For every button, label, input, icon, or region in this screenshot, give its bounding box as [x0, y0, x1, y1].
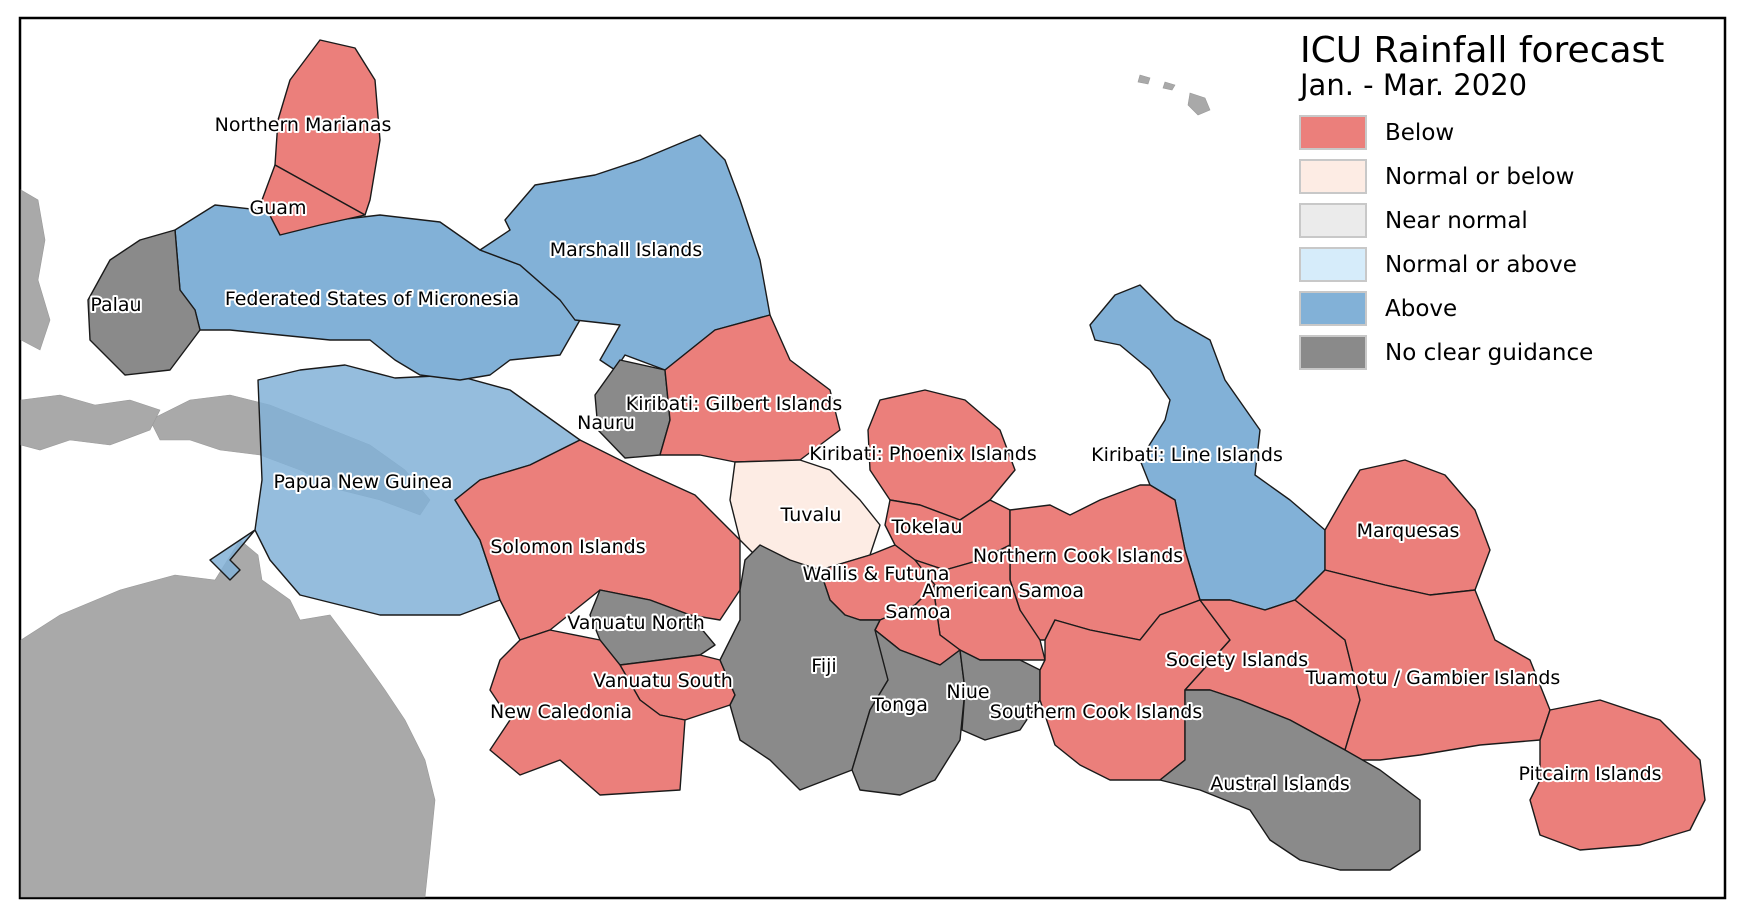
label-vanuatu-south: Vanuatu South	[593, 670, 733, 692]
label-austral-islands: Austral Islands	[1210, 773, 1350, 795]
legend-subtitle: Jan. - Mar. 2020	[1298, 68, 1527, 102]
label-palau: Palau	[90, 294, 141, 316]
label-fsm: Federated States of Micronesia	[225, 288, 519, 310]
label-marquesas: Marquesas	[1357, 520, 1460, 542]
philippines-islands	[20, 189, 51, 351]
legend-swatch-normal-or-above	[1299, 247, 1367, 282]
legend-item-normal-or-below: Normal or below	[1299, 159, 1574, 194]
region-fsm[interactable]	[174, 204, 581, 381]
label-wallis-futuna: Wallis & Futuna	[803, 563, 950, 585]
label-nauru: Nauru	[577, 412, 635, 434]
region-kiribati-gilbert[interactable]	[659, 314, 841, 463]
region-northern-marianas[interactable]	[274, 39, 381, 216]
legend-swatch-no-clear-guidance	[1299, 335, 1367, 370]
region-labels: Northern Marianas Guam Palau Federated S…	[88, 112, 1663, 797]
legend-item-below: Below	[1299, 115, 1454, 150]
legend-label-below: Below	[1385, 120, 1454, 146]
label-northern-marianas: Northern Marianas	[215, 114, 392, 136]
legend-swatch-above	[1299, 291, 1367, 326]
label-society-islands: Society Islands	[1166, 649, 1308, 671]
label-northern-cook: Northern Cook Islands	[973, 545, 1183, 567]
legend: ICU Rainfall forecast Jan. - Mar. 2020 B…	[1298, 30, 1664, 370]
legend-item-near-normal: Near normal	[1299, 203, 1528, 238]
label-papua-new-guinea: Papua New Guinea	[274, 471, 453, 493]
forecast-regions	[87, 39, 1706, 871]
legend-swatch-near-normal	[1299, 203, 1367, 238]
label-kiribati-phoenix: Kiribati: Phoenix Islands	[809, 443, 1037, 465]
legend-label-normal-or-above: Normal or above	[1385, 252, 1577, 278]
label-solomon-islands: Solomon Islands	[490, 536, 645, 558]
label-southern-cook: Southern Cook Islands	[990, 701, 1202, 723]
legend-label-normal-or-below: Normal or below	[1385, 164, 1574, 190]
region-new-caledonia[interactable]	[489, 629, 686, 796]
label-kiribati-line: Kiribati: Line Islands	[1091, 444, 1283, 466]
region-tonga[interactable]	[851, 629, 966, 796]
label-niue: Niue	[946, 681, 989, 703]
label-kiribati-gilbert: Kiribati: Gilbert Islands	[626, 393, 842, 415]
label-tokelau: Tokelau	[891, 516, 963, 538]
region-palau[interactable]	[87, 229, 201, 376]
australia-landmass	[20, 539, 436, 898]
label-marshall-islands: Marshall Islands	[550, 239, 702, 261]
legend-item-no-clear-guidance: No clear guidance	[1299, 335, 1593, 370]
hawaii-islands	[1137, 74, 1211, 116]
region-austral-islands[interactable]	[1159, 689, 1421, 871]
region-niue[interactable]	[959, 649, 1041, 741]
label-pitcairn-islands: Pitcairn Islands	[1518, 763, 1661, 785]
label-vanuatu-north: Vanuatu North	[567, 612, 705, 634]
region-pitcairn-islands[interactable]	[1529, 699, 1706, 851]
label-guam: Guam	[250, 197, 307, 219]
legend-label-near-normal: Near normal	[1385, 208, 1528, 234]
label-tuamotu-gambier: Tuamotu / Gambier Islands	[1305, 667, 1561, 689]
label-american-samoa: American Samoa	[922, 580, 1084, 602]
legend-label-no-clear-guidance: No clear guidance	[1385, 340, 1593, 366]
label-samoa: Samoa	[885, 601, 950, 623]
label-new-caledonia: New Caledonia	[490, 701, 632, 723]
legend-item-normal-or-above: Normal or above	[1299, 247, 1577, 282]
legend-swatch-normal-or-below	[1299, 159, 1367, 194]
label-tuvalu: Tuvalu	[780, 504, 842, 526]
legend-swatch-below	[1299, 115, 1367, 150]
label-tonga: Tonga	[871, 694, 928, 716]
legend-item-above: Above	[1299, 291, 1457, 326]
label-fiji: Fiji	[811, 655, 836, 677]
indonesia-islands	[20, 394, 161, 451]
legend-label-above: Above	[1385, 296, 1457, 322]
region-guam[interactable]	[261, 164, 366, 236]
legend-title: ICU Rainfall forecast	[1300, 30, 1664, 71]
